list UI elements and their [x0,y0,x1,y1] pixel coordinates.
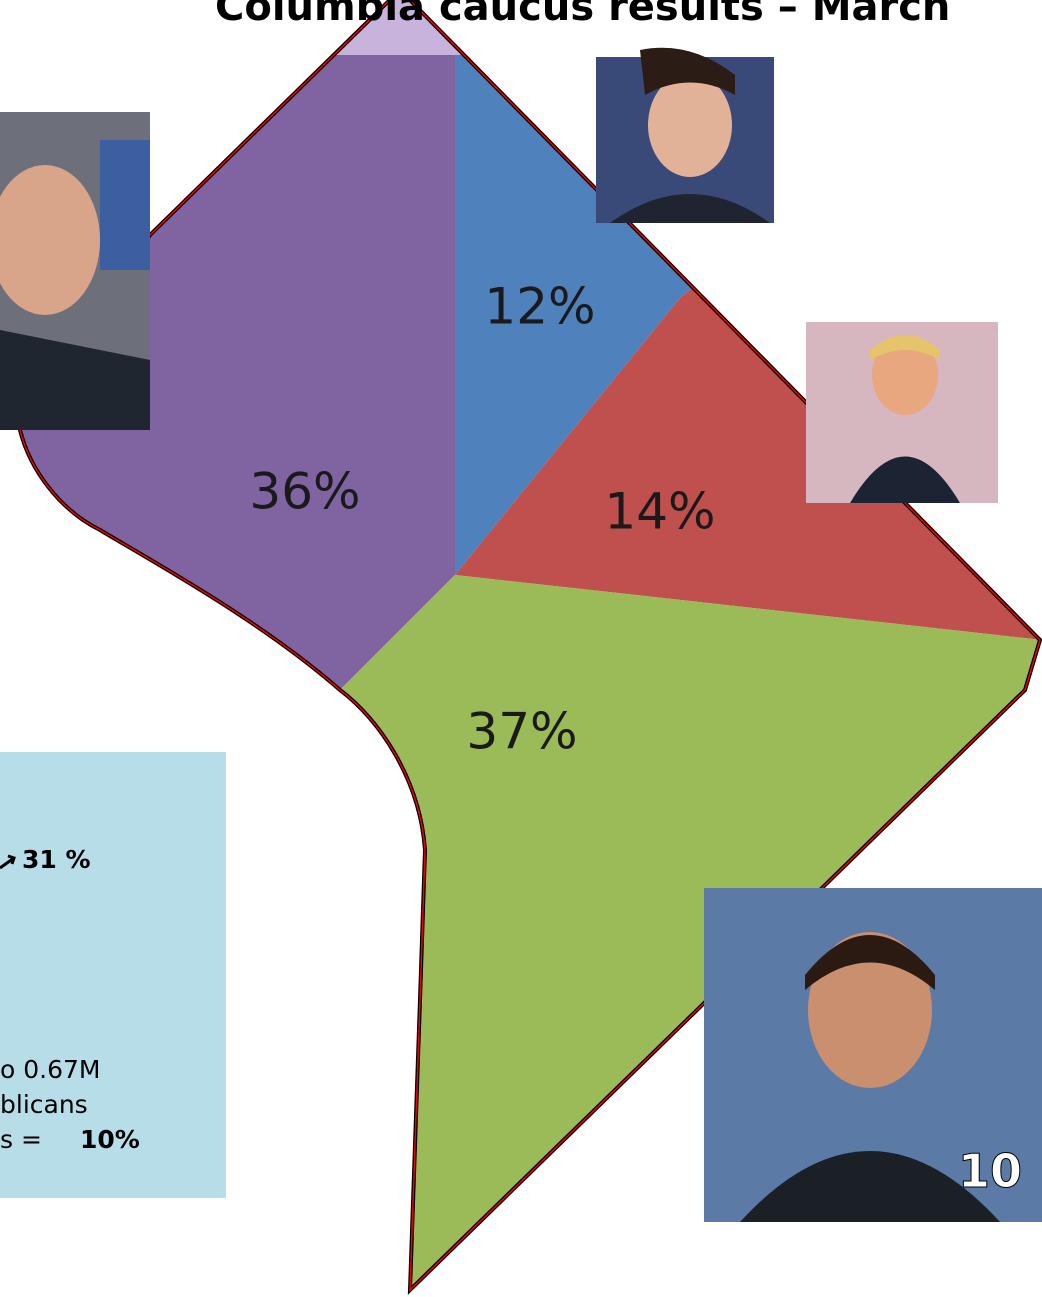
photo-rubio: 10 [704,888,1042,1222]
info-line: blicans [0,1090,88,1119]
photo-cruz [596,47,774,223]
info-line: 31 % [22,845,91,874]
photo-kasich [0,112,150,430]
info-value: 10% [80,1125,140,1154]
label-cruz: 12% [484,278,595,336]
info-line: s = [0,1125,42,1154]
label-rubio: 37% [466,703,577,761]
info-box: 31 % o 0.67M blicans s = 10% [0,752,226,1198]
slide-number: 10 [958,1144,1022,1198]
label-kasich: 36% [249,463,360,521]
title: Columbia caucus results – March [215,0,950,30]
photo-trump [806,322,998,503]
label-trump: 14% [604,483,715,541]
info-line: o 0.67M [0,1055,100,1084]
map-outline-inner [19,0,1041,1292]
